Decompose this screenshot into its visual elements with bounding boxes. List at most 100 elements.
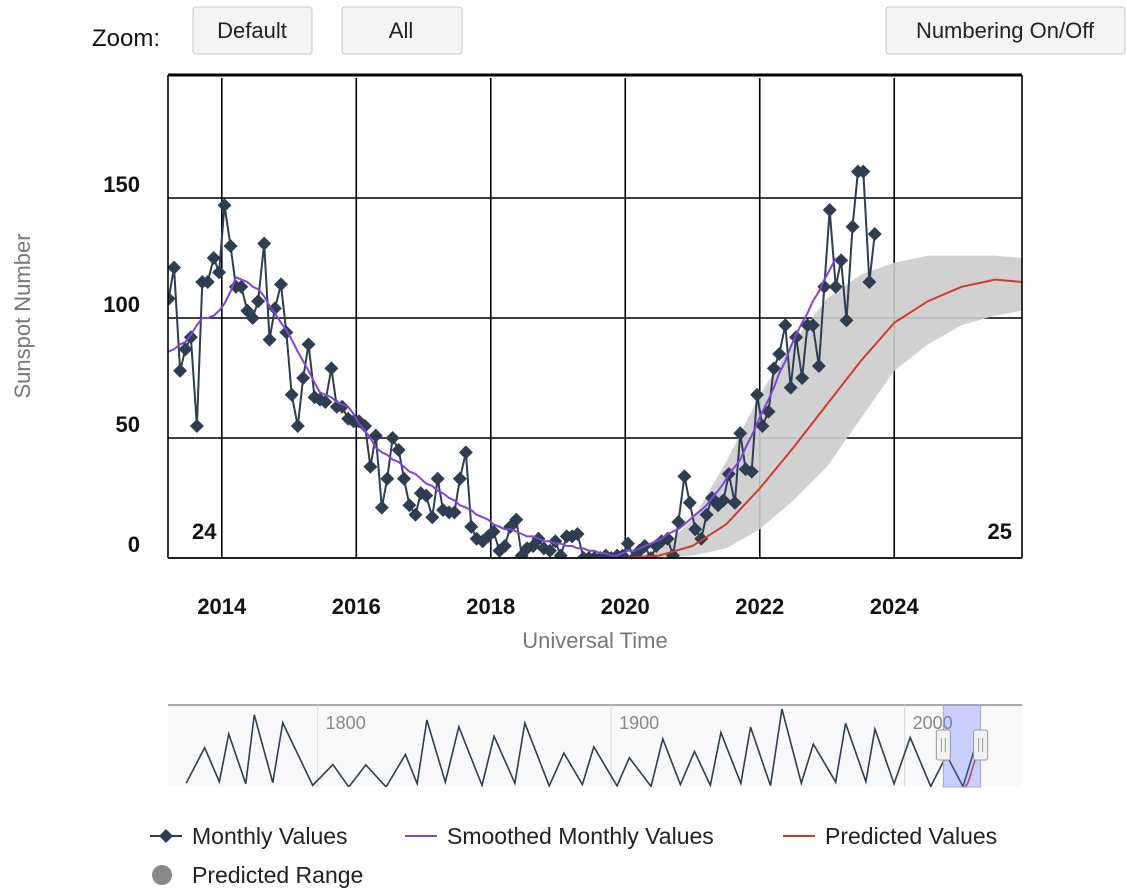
data-point bbox=[284, 387, 299, 402]
x-tick-label: 2024 bbox=[870, 594, 920, 619]
data-point bbox=[727, 495, 742, 510]
data-point bbox=[783, 380, 798, 395]
data-point bbox=[262, 332, 277, 347]
series-line bbox=[168, 257, 837, 557]
data-point bbox=[430, 471, 445, 486]
data-point bbox=[200, 275, 215, 289]
legend-label: Monthly Values bbox=[192, 823, 348, 849]
data-point bbox=[189, 419, 204, 433]
button-label: Numbering On/Off bbox=[916, 18, 1095, 43]
data-point bbox=[380, 471, 395, 486]
legend-marker bbox=[159, 829, 173, 843]
data-point bbox=[839, 313, 854, 328]
navigator-background bbox=[168, 705, 1022, 787]
data-point bbox=[251, 294, 266, 309]
legend-item[interactable]: Smoothed Monthly Values bbox=[405, 823, 714, 849]
legend-label: Predicted Range bbox=[192, 862, 363, 888]
data-point bbox=[318, 395, 333, 409]
data-point bbox=[548, 534, 563, 549]
data-point bbox=[301, 337, 316, 352]
data-point bbox=[503, 519, 518, 534]
data-point bbox=[425, 510, 440, 525]
navigator-handle[interactable] bbox=[973, 729, 989, 761]
data-point bbox=[234, 279, 249, 294]
y-tick-label: 50 bbox=[116, 412, 140, 437]
legend-item[interactable]: Monthly Values bbox=[150, 823, 348, 849]
data-point bbox=[856, 164, 871, 179]
legend-label: Smoothed Monthly Values bbox=[447, 823, 714, 849]
x-tick-label: 2020 bbox=[601, 594, 650, 619]
y-tick-label: 150 bbox=[103, 172, 140, 197]
handle-body bbox=[973, 729, 989, 761]
data-point bbox=[168, 260, 182, 275]
data-point bbox=[795, 371, 810, 385]
data-point bbox=[509, 512, 524, 527]
data-point bbox=[206, 251, 221, 265]
x-tick-label: 2022 bbox=[735, 594, 784, 619]
data-point bbox=[666, 548, 681, 558]
data-point bbox=[178, 342, 193, 357]
cycle-label: 25 bbox=[988, 519, 1012, 544]
data-point bbox=[168, 291, 176, 306]
navigator-handle[interactable] bbox=[935, 729, 951, 761]
x-axis-title: Universal Time bbox=[522, 628, 667, 653]
x-tick-label: 2018 bbox=[466, 594, 515, 619]
data-point bbox=[620, 536, 635, 551]
data-point bbox=[273, 277, 288, 292]
data-point bbox=[419, 488, 434, 503]
plot-series bbox=[185, 708, 975, 787]
data-point bbox=[267, 301, 282, 316]
data-point bbox=[733, 426, 748, 441]
data-point bbox=[822, 203, 837, 217]
legend-item[interactable]: Predicted Values bbox=[783, 823, 997, 849]
data-point bbox=[402, 498, 417, 513]
data-point bbox=[223, 239, 238, 253]
data-point bbox=[682, 495, 697, 510]
data-point bbox=[245, 311, 260, 325]
y-tick-label: 0 bbox=[128, 532, 140, 557]
data-point bbox=[834, 253, 849, 268]
handle-body bbox=[935, 729, 951, 761]
x-tick-label: 2016 bbox=[332, 594, 381, 619]
series-line bbox=[185, 708, 975, 787]
data-point bbox=[766, 361, 781, 376]
plot-series bbox=[168, 164, 1022, 558]
zoom-label: Zoom: bbox=[92, 25, 160, 52]
numbering-button[interactable]: Numbering On/Off bbox=[885, 6, 1126, 55]
data-point bbox=[671, 515, 686, 529]
y-tick-label: 100 bbox=[103, 292, 140, 317]
data-point bbox=[716, 493, 731, 508]
data-point bbox=[290, 419, 305, 433]
data-point bbox=[542, 543, 557, 558]
data-point bbox=[744, 464, 759, 479]
data-point bbox=[452, 471, 467, 486]
button-label: All bbox=[389, 18, 413, 43]
data-point bbox=[553, 548, 568, 558]
data-point bbox=[828, 279, 843, 294]
legend-item[interactable]: Predicted Range bbox=[152, 862, 363, 888]
data-point bbox=[755, 419, 770, 433]
data-point bbox=[817, 279, 832, 294]
data-point bbox=[778, 318, 793, 333]
data-point bbox=[845, 219, 860, 234]
series-line bbox=[625, 278, 1022, 558]
data-point bbox=[464, 519, 479, 534]
data-point bbox=[862, 275, 877, 289]
zoom-all-button[interactable]: All bbox=[341, 6, 463, 55]
data-point bbox=[458, 445, 473, 460]
legend-label: Predicted Values bbox=[825, 823, 997, 849]
data-point bbox=[217, 198, 232, 213]
data-point bbox=[212, 265, 227, 280]
data-point bbox=[257, 236, 272, 251]
data-point bbox=[772, 347, 787, 361]
zoom-default-button[interactable]: Default bbox=[192, 6, 313, 55]
data-point bbox=[368, 428, 383, 443]
data-point bbox=[173, 363, 188, 378]
data-point bbox=[447, 505, 462, 520]
data-point bbox=[867, 227, 882, 241]
x-tick-label: 2014 bbox=[197, 594, 247, 619]
data-point bbox=[688, 522, 703, 537]
data-point bbox=[497, 539, 512, 553]
data-point bbox=[408, 507, 423, 522]
